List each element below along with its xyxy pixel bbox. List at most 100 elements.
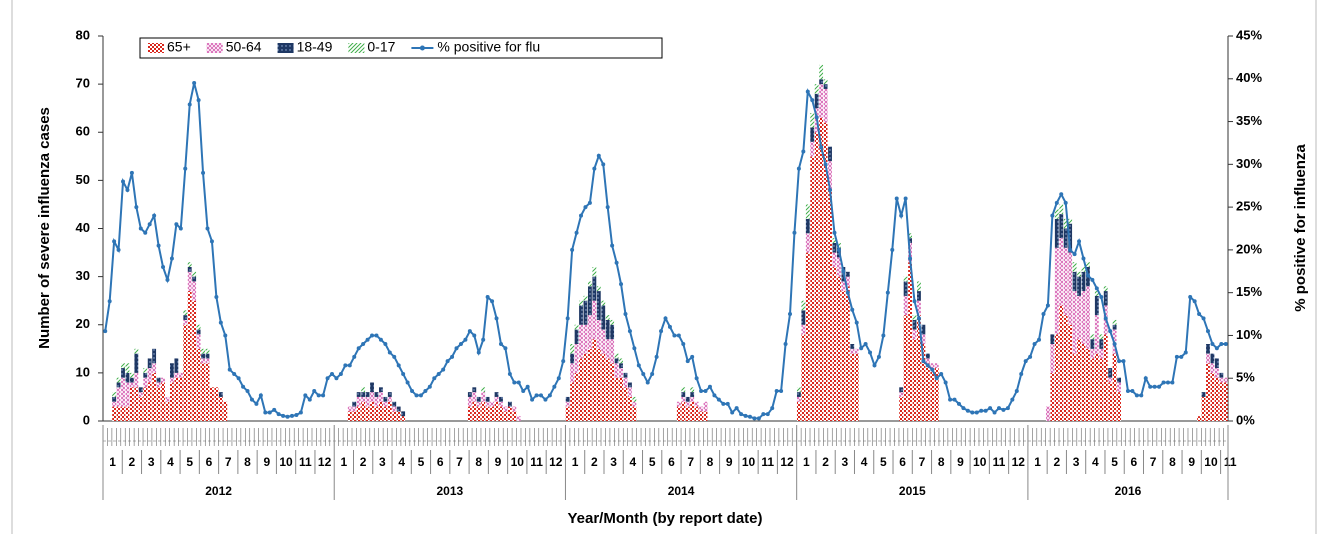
month-label: 3	[842, 455, 849, 469]
bar-segment	[574, 344, 579, 373]
bar-segment	[1090, 348, 1095, 359]
bar-segment	[361, 387, 366, 393]
line-marker	[272, 407, 277, 412]
bar-segment	[187, 267, 192, 272]
y-axis-title: Number of severe influenza cases	[36, 107, 53, 349]
line-marker	[712, 393, 717, 398]
bar-segment	[1068, 218, 1073, 224]
bar-segment	[814, 132, 819, 421]
bar-segment	[378, 401, 383, 421]
bar-segment	[352, 411, 357, 421]
bar-segment	[574, 372, 579, 421]
bar-segment	[370, 401, 374, 421]
month-label: 8	[938, 455, 945, 469]
bar-segment	[614, 363, 619, 378]
bar-segment	[823, 79, 828, 85]
line-marker	[1103, 316, 1108, 321]
bar-segment	[823, 88, 828, 123]
bar-segment	[565, 396, 570, 402]
line-marker	[227, 367, 232, 372]
bar-segment	[1086, 286, 1090, 349]
line-marker	[796, 166, 801, 171]
bar-segment	[467, 406, 472, 421]
bar-segment	[129, 377, 134, 383]
bar-segment	[183, 315, 188, 320]
month-label: 8	[1169, 455, 1176, 469]
bar-segment	[1059, 214, 1064, 239]
bar-segment	[681, 396, 686, 402]
bar-segment	[125, 406, 130, 421]
bar-segment	[921, 324, 926, 335]
bar-segment	[699, 411, 703, 421]
line-marker	[574, 230, 579, 235]
line-marker	[352, 354, 357, 359]
bar-segment	[210, 387, 214, 421]
bar-segment	[125, 372, 130, 383]
line-marker	[1139, 393, 1144, 398]
line-marker	[819, 145, 824, 150]
line-marker	[538, 393, 543, 398]
bar-segment	[490, 406, 495, 421]
line-marker	[1090, 277, 1095, 282]
bar-segment	[899, 392, 904, 397]
line-marker	[338, 371, 343, 376]
bar-segment	[196, 334, 201, 349]
line-marker	[965, 408, 970, 413]
line-marker	[650, 371, 655, 376]
bar-segment	[383, 401, 388, 407]
bar-segment	[494, 401, 499, 421]
bar-segment	[930, 368, 935, 421]
legend-swatch	[206, 43, 223, 53]
line-marker	[463, 337, 468, 342]
bar-segment	[1210, 363, 1215, 373]
month-label: 12	[1012, 455, 1026, 469]
bar-segment	[823, 84, 828, 89]
bar-segment	[1086, 348, 1090, 421]
line-marker	[836, 247, 841, 252]
line-marker	[1094, 286, 1099, 291]
line-marker	[1125, 389, 1130, 394]
bar-segment	[601, 353, 606, 421]
bar-segment	[610, 324, 615, 340]
bar-segment	[147, 358, 152, 369]
bar-segment	[1219, 372, 1224, 378]
bar-segment	[1081, 267, 1086, 272]
bar-segment	[161, 382, 165, 421]
line-marker	[832, 230, 837, 235]
bar-segment	[801, 300, 806, 311]
bar-segment	[819, 79, 824, 85]
bar-segment	[921, 344, 926, 421]
bar-segment	[205, 348, 210, 354]
bar-segment	[614, 377, 619, 421]
month-label: 7	[456, 455, 463, 469]
bar-segment	[570, 353, 575, 364]
line-marker	[472, 333, 477, 338]
line-marker	[192, 81, 197, 86]
bar-segment	[174, 358, 179, 373]
bar-segment	[819, 64, 824, 80]
line-marker	[707, 384, 712, 389]
line-marker	[885, 290, 890, 295]
legend-label: 65+	[167, 39, 191, 55]
line-marker	[1157, 384, 1162, 389]
bar-segment	[178, 372, 183, 378]
bar-segment	[467, 396, 472, 407]
bar-segment	[605, 315, 610, 320]
line-marker	[801, 149, 806, 154]
line-marker	[1210, 342, 1215, 346]
legend-swatch	[148, 43, 164, 53]
bar-segment	[196, 348, 201, 421]
month-label: 3	[379, 455, 386, 469]
bar-segment	[370, 382, 374, 393]
bar-segment	[472, 401, 477, 421]
bar-segment	[476, 401, 481, 407]
line-marker	[490, 299, 495, 304]
bar-segment	[796, 392, 801, 397]
bar-segment	[1223, 377, 1228, 383]
bar-segment	[810, 141, 815, 157]
legend-label: 50-64	[226, 39, 262, 55]
line-marker	[298, 410, 303, 415]
bar-segment	[1112, 324, 1117, 330]
bar-segment	[623, 377, 628, 388]
bar-segment	[201, 348, 205, 354]
